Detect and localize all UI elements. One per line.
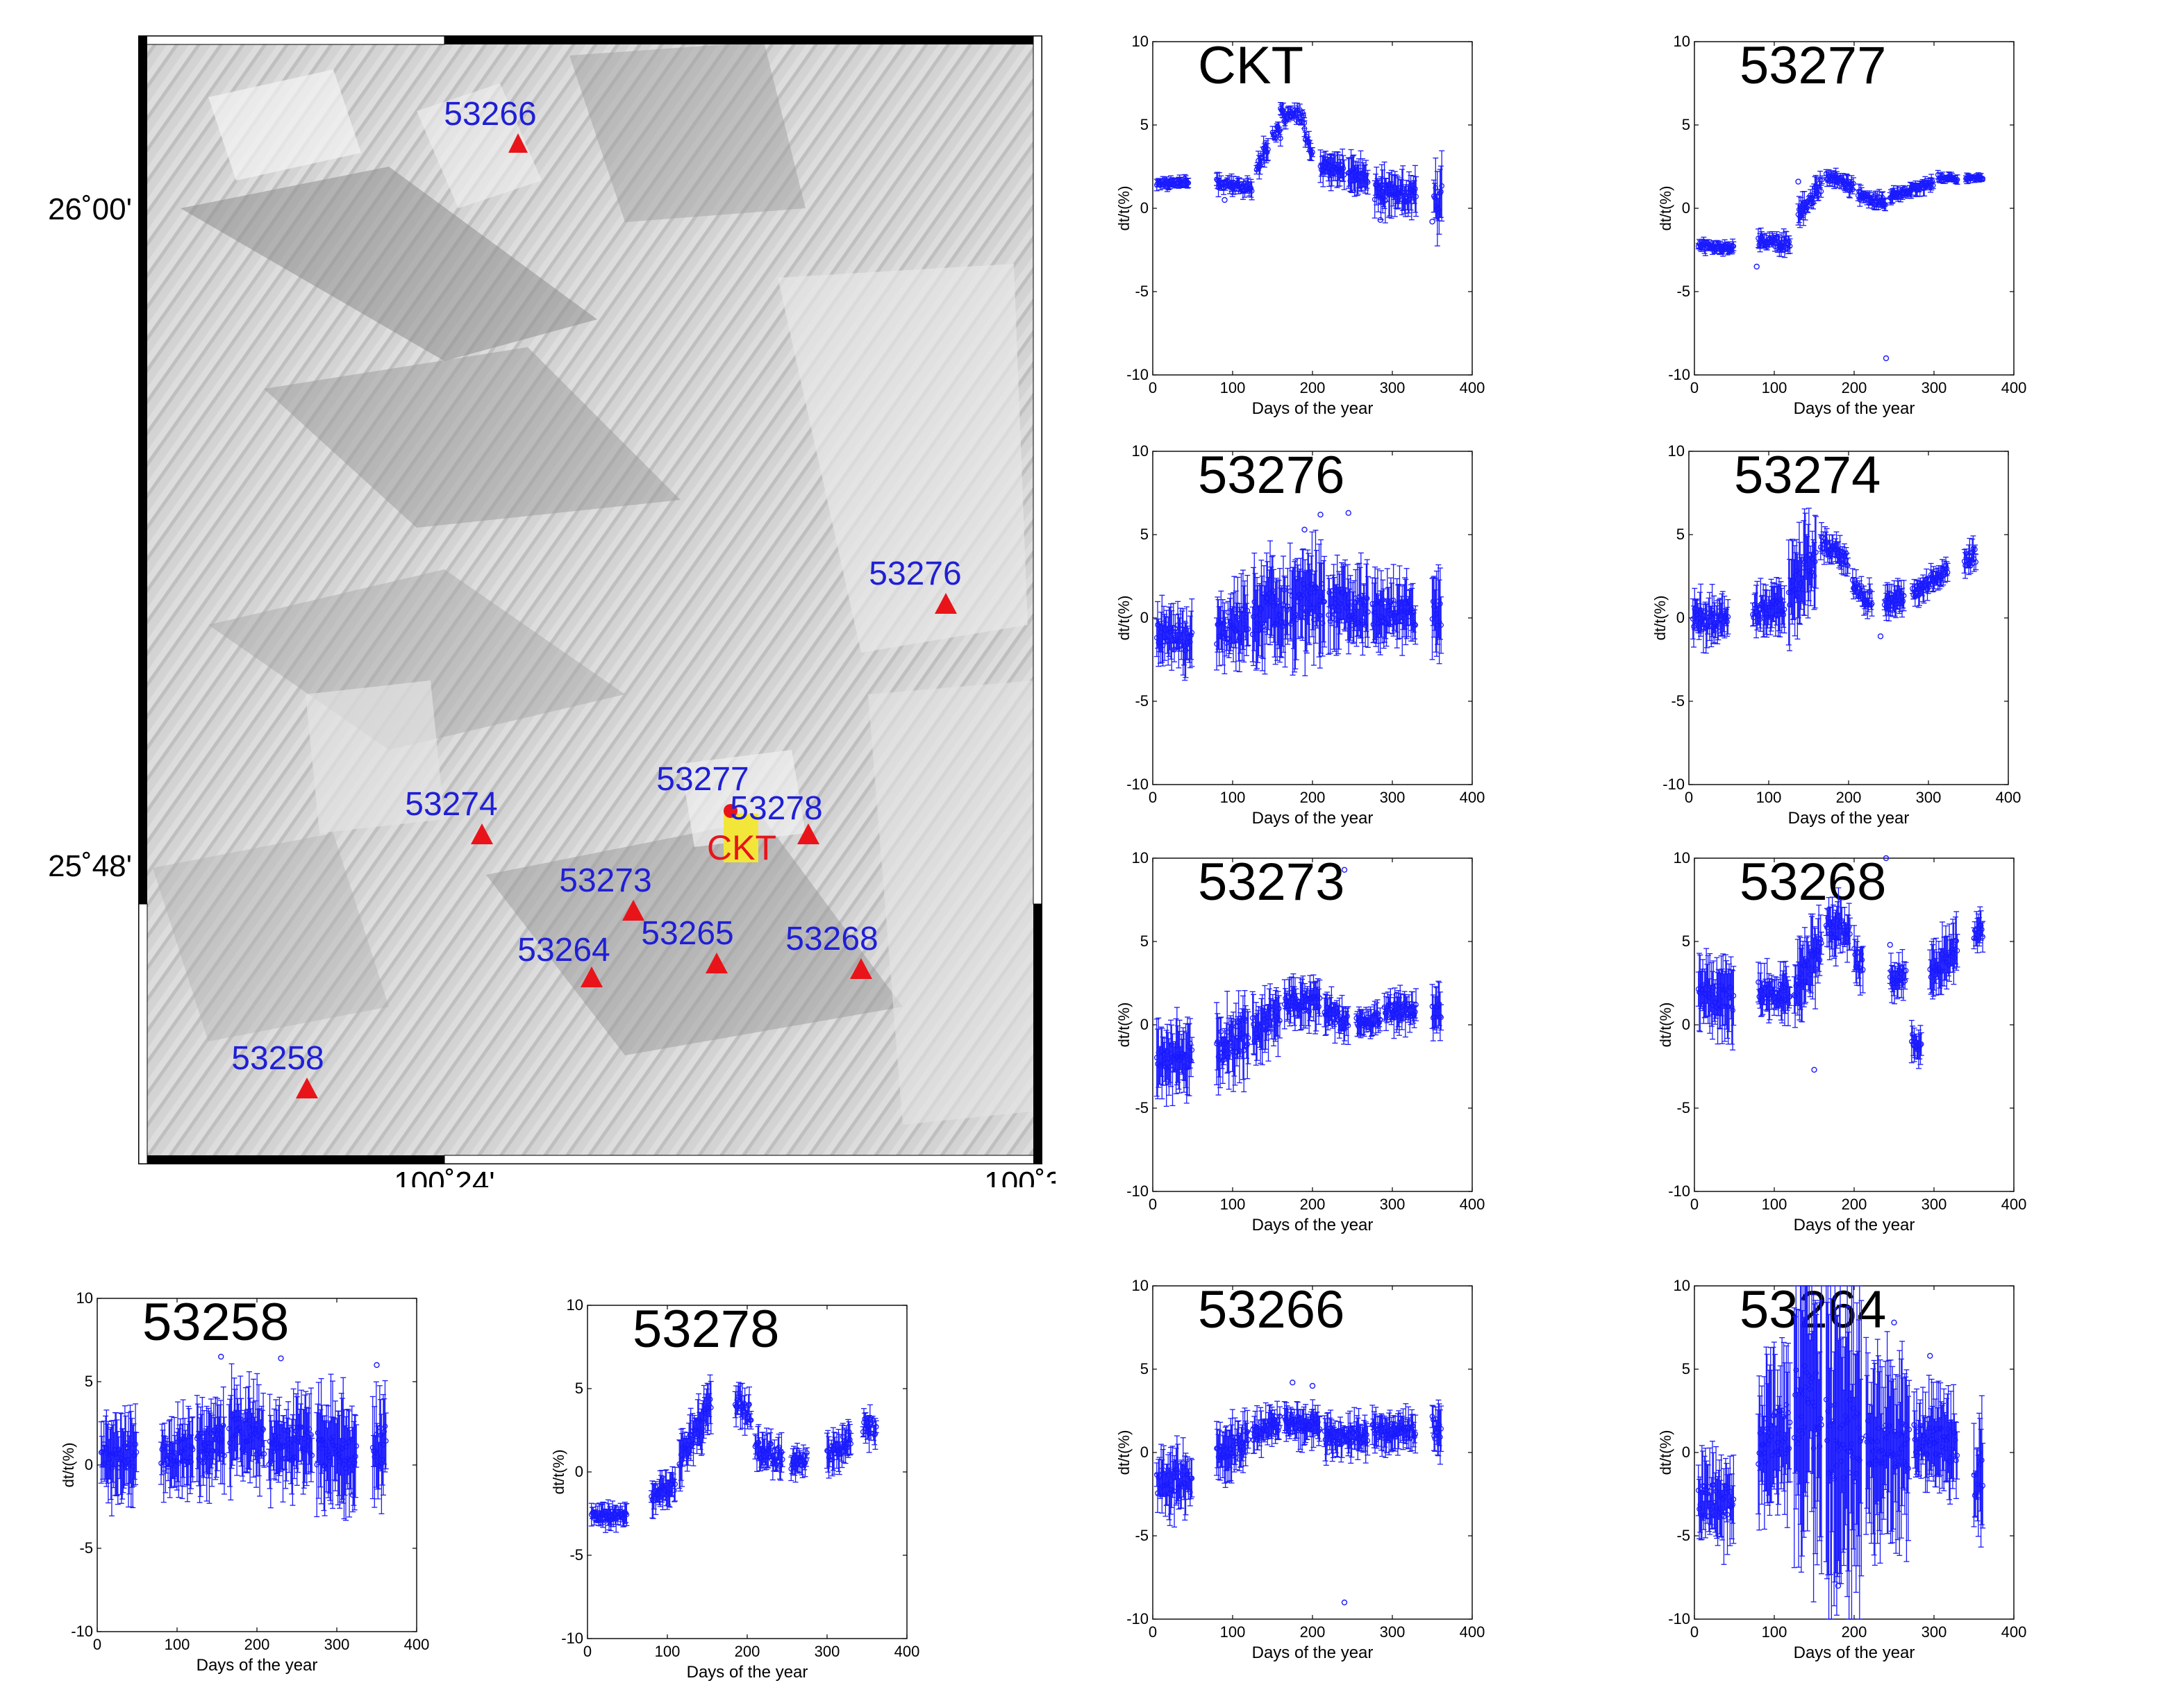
x-tick-label: 200 — [1300, 379, 1326, 396]
panel-title: 53277 — [1740, 36, 1886, 95]
y-tick-label: 5 — [1682, 116, 1690, 133]
x-tick-label: 300 — [1380, 1196, 1406, 1213]
x-tick-label: 400 — [2001, 379, 2027, 396]
y-tick-label: 10 — [1674, 33, 1690, 50]
y-tick-label: -5 — [1671, 692, 1685, 710]
x-tick-label: 0 — [1149, 789, 1157, 806]
x-axis-label: Days of the year — [1788, 809, 1910, 828]
x-tick-label: 100 — [1220, 789, 1246, 806]
x-tick-label: 200 — [1300, 1196, 1326, 1213]
lon-label-1: 100˚36' — [984, 1166, 1056, 1187]
x-axis-label: Days of the year — [1794, 399, 1915, 418]
y-axis-label: dt/t(%) — [1115, 1003, 1133, 1048]
station-label-53258: 53258 — [231, 1040, 324, 1077]
y-tick-label: -10 — [1668, 366, 1690, 383]
y-tick-label: -5 — [1135, 1099, 1149, 1116]
y-tick-label: -10 — [1662, 776, 1685, 793]
x-tick-label: 400 — [1460, 1196, 1485, 1213]
x-tick-label: 100 — [1220, 379, 1246, 396]
x-axis-label: Days of the year — [1252, 1216, 1374, 1234]
x-tick-label: 200 — [1836, 789, 1862, 806]
hillshade-relief — [143, 40, 1037, 1159]
y-tick-label: 5 — [1140, 526, 1149, 543]
y-tick-label: -10 — [1126, 366, 1149, 383]
station-label-53273: 53273 — [559, 862, 651, 899]
x-tick-label: 0 — [1149, 1196, 1157, 1213]
x-tick-label: 100 — [1220, 1196, 1246, 1213]
lon-label-0: 100˚24' — [394, 1166, 494, 1187]
y-tick-label: 10 — [1668, 442, 1685, 460]
station-label-53264: 53264 — [517, 932, 610, 969]
x-axis-label: Days of the year — [1252, 809, 1374, 828]
y-tick-label: 10 — [1132, 442, 1149, 460]
x-tick-label: 300 — [1380, 789, 1406, 806]
panel-title: CKT — [1198, 36, 1303, 95]
y-axis-label: dt/t(%) — [1657, 186, 1674, 231]
x-tick-label: 0 — [1149, 379, 1157, 396]
y-tick-label: 0 — [1140, 199, 1149, 217]
y-axis-label: dt/t(%) — [1115, 186, 1133, 231]
y-axis-label: dt/t(%) — [1115, 596, 1133, 641]
y-tick-label: 10 — [1132, 849, 1149, 866]
x-tick-label: 300 — [1922, 379, 1947, 396]
panel-title: 53276 — [1198, 446, 1344, 505]
x-tick-label: 400 — [1460, 379, 1485, 396]
y-tick-label: 10 — [1132, 33, 1149, 50]
y-tick-label: 0 — [1140, 609, 1149, 626]
y-tick-label: 0 — [1140, 1016, 1149, 1033]
y-tick-label: 0 — [1676, 609, 1685, 626]
ckt-label: CKT — [707, 828, 776, 867]
x-tick-label: 200 — [1842, 379, 1867, 396]
panel-title: 53273 — [1198, 853, 1344, 912]
x-tick-label: 300 — [1380, 379, 1406, 396]
station-label-53268: 53268 — [785, 921, 878, 957]
panel-title: 53274 — [1734, 446, 1881, 505]
y-tick-label: 5 — [1140, 116, 1149, 133]
y-axis-label: dt/t(%) — [1651, 596, 1669, 641]
station-map: 26˚00' 25˚48' 100˚24' 100˚36' 53266 5327… — [0, 0, 1056, 1187]
lat-label-1: 25˚48' — [48, 849, 132, 883]
y-tick-label: -10 — [1126, 776, 1149, 793]
x-tick-label: 0 — [1690, 379, 1699, 396]
y-tick-label: -5 — [1135, 692, 1149, 710]
x-tick-label: 100 — [1762, 379, 1787, 396]
x-tick-label: 300 — [1916, 789, 1942, 806]
x-tick-label: 0 — [1685, 789, 1693, 806]
x-axis-label: Days of the year — [1252, 399, 1374, 418]
station-label-53266: 53266 — [444, 96, 536, 133]
station-label-53276: 53276 — [869, 555, 961, 592]
x-tick-label: 400 — [1460, 789, 1485, 806]
station-label-53278: 53278 — [730, 790, 822, 827]
y-tick-label: 5 — [1676, 526, 1685, 543]
x-tick-label: 100 — [1756, 789, 1782, 806]
y-tick-label: -5 — [1135, 283, 1149, 300]
x-tick-label: 400 — [1996, 789, 2022, 806]
y-tick-label: 5 — [1140, 932, 1149, 950]
y-tick-label: 0 — [1682, 199, 1690, 217]
y-tick-label: -10 — [1126, 1182, 1149, 1200]
y-tick-label: -5 — [1676, 283, 1690, 300]
lat-label-0: 26˚00' — [48, 192, 132, 226]
station-label-53274: 53274 — [405, 786, 497, 823]
station-label-53265: 53265 — [641, 915, 733, 952]
x-tick-label: 200 — [1300, 789, 1326, 806]
